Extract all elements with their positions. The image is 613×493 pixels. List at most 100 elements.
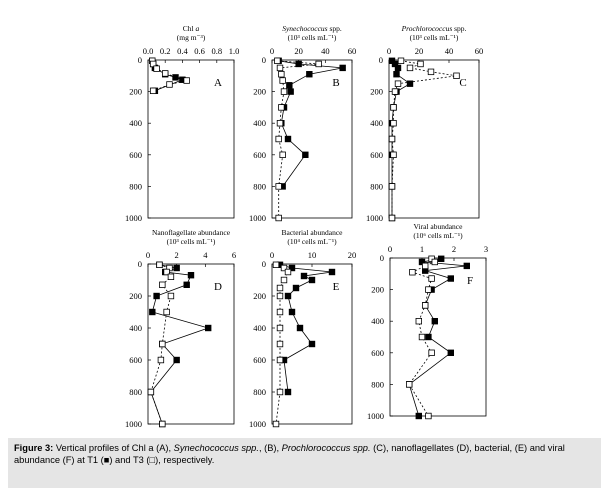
data-point-t3 xyxy=(278,104,285,111)
data-point-t3 xyxy=(418,333,426,341)
data-point-t3 xyxy=(167,273,175,280)
y-tick-label: 1000 xyxy=(366,213,383,223)
data-point-t1 xyxy=(287,88,294,95)
y-tick-label: 400 xyxy=(370,118,383,128)
data-point-t3 xyxy=(276,308,284,316)
panel-title: Synechococcus spp. xyxy=(282,24,342,33)
y-tick-label: 1000 xyxy=(367,411,384,421)
panel-letter: A xyxy=(214,77,222,89)
data-point-t3 xyxy=(280,264,288,272)
x-tick-label: 0 xyxy=(270,250,274,260)
data-point-t3 xyxy=(275,214,282,222)
data-point-t3 xyxy=(153,65,160,72)
data-point-t1 xyxy=(425,333,432,341)
data-point-t3 xyxy=(157,356,165,364)
title-part: spp. xyxy=(328,24,342,33)
data-point-t1 xyxy=(153,292,160,300)
panel-title: Bacterial abundance xyxy=(281,228,343,237)
panel-unit: (10⁶ cells mL⁻¹) xyxy=(413,231,463,240)
data-point-t3 xyxy=(390,104,397,111)
title-italic-part: Synechococcus xyxy=(282,24,327,33)
data-point-t3 xyxy=(425,286,432,293)
data-point-t3 xyxy=(163,308,170,316)
data-point-t3 xyxy=(272,420,280,428)
caption-italic-2: Prochlorococcus spp. xyxy=(281,443,371,453)
x-tick-label: 4 xyxy=(203,250,208,260)
y-tick-label: 1000 xyxy=(249,419,266,429)
data-point-t3 xyxy=(183,77,190,84)
data-point-t1 xyxy=(339,64,346,72)
data-point-t3 xyxy=(397,57,405,64)
y-tick-label: 400 xyxy=(129,118,142,128)
panel-letter: F xyxy=(467,275,473,287)
data-point-t3 xyxy=(276,292,284,300)
data-point-t3 xyxy=(166,81,173,88)
data-point-t3 xyxy=(276,284,284,292)
x-tick-label: 0 xyxy=(146,250,150,260)
x-tick-label: 0.0 xyxy=(143,46,154,56)
caption-label: Figure 3: xyxy=(14,443,54,453)
data-point-t1 xyxy=(463,262,470,270)
data-point-t1 xyxy=(204,324,212,332)
y-tick-label: 600 xyxy=(253,355,266,365)
data-point-t1 xyxy=(406,80,414,87)
x-tick-label: 0 xyxy=(387,46,391,56)
series-line-t1 xyxy=(279,264,333,393)
y-tick-label: 0 xyxy=(138,259,142,269)
data-point-t3 xyxy=(276,324,284,332)
data-point-t3 xyxy=(276,388,284,396)
panel-letter: C xyxy=(459,77,466,89)
data-point-t1 xyxy=(295,60,302,68)
series-line-t3 xyxy=(391,60,457,218)
data-point-t3 xyxy=(159,340,166,348)
x-tick-label: 0 xyxy=(388,244,392,254)
x-tick-label: 0 xyxy=(270,46,274,56)
y-tick-label: 200 xyxy=(371,285,384,295)
x-tick-label: 0.2 xyxy=(160,46,171,56)
x-tick-label: 20 xyxy=(348,250,357,260)
data-point-t3 xyxy=(159,281,166,288)
y-tick-label: 800 xyxy=(253,181,266,191)
data-point-t1 xyxy=(172,74,179,81)
data-point-t3 xyxy=(421,262,429,270)
data-point-t3 xyxy=(167,292,175,300)
plot-frame xyxy=(147,263,235,425)
data-point-t3 xyxy=(394,80,402,87)
data-point-t3 xyxy=(388,214,396,222)
y-tick-label: 1000 xyxy=(125,419,142,429)
y-tick-label: 600 xyxy=(129,355,142,365)
panel-title: Chl a xyxy=(183,24,200,33)
x-tick-label: 20 xyxy=(294,46,303,56)
data-point-t3 xyxy=(147,388,155,396)
x-tick-label: 2 xyxy=(452,244,456,254)
data-point-t1 xyxy=(394,64,402,72)
series-line-t1 xyxy=(408,258,467,417)
data-point-t3 xyxy=(275,135,282,143)
y-tick-label: 0 xyxy=(379,55,383,65)
data-point-t3 xyxy=(149,60,157,68)
panel-c: Prochlorococcus spp.(10³ cells mL⁻¹) 0 20 4… xyxy=(366,24,483,223)
panel-d: Nanoflagellate abundance(10³ cells mL⁻¹)… xyxy=(125,228,236,429)
x-tick-label: 10 xyxy=(308,250,317,260)
panel-a: Chl a(mg m⁻³) 0.0 0.2 0.4 0.6 0.8 1.0 0 200 400 60… xyxy=(125,24,239,223)
data-point-t1 xyxy=(288,308,296,316)
caption-text-2: , (B), xyxy=(258,443,282,453)
data-point-t3 xyxy=(390,120,397,127)
data-point-t3 xyxy=(276,340,284,348)
panel-unit: (mg m⁻³) xyxy=(177,33,206,42)
data-point-t1 xyxy=(187,271,195,279)
x-tick-label: 0.4 xyxy=(177,46,188,56)
y-tick-label: 200 xyxy=(253,291,266,301)
data-point-t3 xyxy=(274,57,281,64)
data-point-t3 xyxy=(391,88,399,95)
data-point-t1 xyxy=(286,82,293,89)
x-tick-label: 0.6 xyxy=(194,46,205,56)
data-point-t3 xyxy=(427,68,435,76)
y-tick-label: 1000 xyxy=(125,213,142,223)
x-tick-label: 6 xyxy=(232,250,236,260)
y-tick-label: 400 xyxy=(253,118,266,128)
data-point-t3 xyxy=(276,120,284,127)
x-tick-label: 60 xyxy=(475,46,484,56)
y-tick-label: 0 xyxy=(138,55,142,65)
